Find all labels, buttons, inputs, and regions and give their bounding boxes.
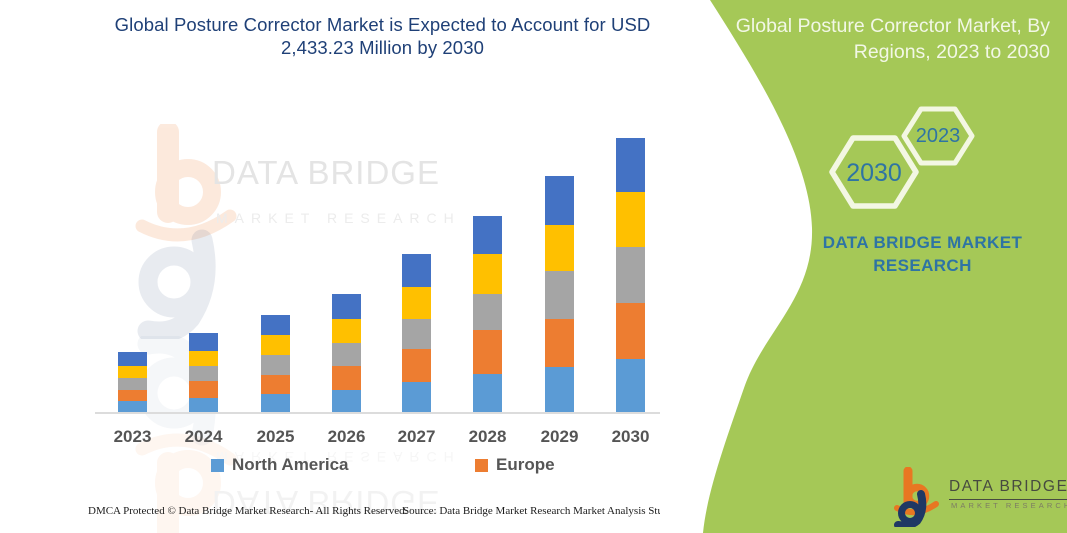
bar-segment-2028-unlabeled-gold-	[473, 253, 502, 294]
legend-label: North America	[232, 455, 349, 474]
brand-line1: DATA BRIDGE MARKET	[822, 233, 1023, 252]
bar-segment-2029-unlabeled-dark-blue-	[545, 176, 574, 225]
logo-name-text: DATA BRIDGE	[949, 478, 1067, 500]
data-bridge-logo-mark-icon	[894, 467, 939, 527]
bar-segment-2026-unlabeled-dark-blue-	[332, 294, 361, 319]
bar-2025	[261, 315, 290, 413]
bar-segment-2025-unlabeled-gray-	[261, 355, 290, 375]
bar-segment-2027-unlabeled-gold-	[402, 286, 431, 319]
bar-segment-2027-europe	[402, 348, 431, 382]
bar-2026	[332, 294, 361, 413]
bar-segment-2029-north-america	[545, 366, 574, 413]
bar-segment-2024-unlabeled-gold-	[189, 350, 218, 366]
x-label-2029: 2029	[540, 427, 579, 446]
chart-legend: North America Europe	[0, 455, 680, 479]
bar-segment-2023-unlabeled-gray-	[118, 378, 147, 390]
x-label-2023: 2023	[113, 427, 152, 446]
x-label-2025: 2025	[256, 427, 295, 446]
bar-segment-2028-unlabeled-gray-	[473, 293, 502, 331]
bar-2028	[473, 216, 502, 413]
logo-sub-text: MARKET RESEARCH	[951, 501, 1067, 510]
watermark: DATA BRIDGE MARKET RESEARCH	[130, 124, 454, 339]
watermark-subtext: MARKET RESEARCH	[216, 210, 461, 226]
legend-item-north-america: North America	[211, 455, 349, 475]
legend-swatch-europe-icon	[475, 459, 488, 472]
bar-segment-2024-unlabeled-gray-	[189, 365, 218, 381]
bar-segment-2023-north-america	[118, 400, 147, 413]
chart-title-line1: Global Posture Corrector Market is Expec…	[114, 14, 651, 35]
bar-segment-2030-europe	[616, 302, 645, 359]
bar-segment-2023-unlabeled-dark-blue-	[118, 352, 147, 366]
bar-segment-2028-europe	[473, 330, 502, 375]
x-axis-line	[95, 412, 677, 414]
bar-segment-2029-unlabeled-gray-	[545, 270, 574, 319]
bar-2023	[118, 352, 147, 413]
footer-source-text: Source: Data Bridge Market Research Mark…	[403, 505, 699, 517]
x-label-2028: 2028	[468, 427, 507, 446]
bar-segment-2030-unlabeled-gold-	[616, 191, 645, 247]
bar-segment-2026-north-america	[332, 390, 361, 413]
legend-swatch-north-america-icon	[211, 459, 224, 472]
legend-item-europe: Europe	[475, 455, 555, 475]
footer-dmca-text: DMCA Protected © Data Bridge Market Rese…	[88, 505, 408, 517]
bar-segment-2030-unlabeled-dark-blue-	[616, 137, 645, 192]
side-panel-brand-text: DATA BRIDGE MARKET RESEARCH	[805, 231, 1040, 277]
bar-segment-2029-europe	[545, 318, 574, 367]
bar-segment-2026-unlabeled-gold-	[332, 318, 361, 343]
bar-segment-2028-unlabeled-dark-blue-	[473, 216, 502, 254]
bar-segment-2025-unlabeled-gold-	[261, 334, 290, 356]
hexagon-2023-outline-icon	[901, 106, 975, 166]
bar-segment-2027-unlabeled-dark-blue-	[402, 254, 431, 287]
bar-2024	[189, 333, 218, 413]
bar-segment-2029-unlabeled-gold-	[545, 224, 574, 271]
bar-segment-2026-europe	[332, 365, 361, 391]
bar-segment-2024-unlabeled-dark-blue-	[189, 333, 218, 351]
side-panel-title: Global Posture Corrector Market, By Regi…	[735, 15, 1050, 63]
bar-2029	[545, 176, 574, 413]
bar-segment-2025-unlabeled-dark-blue-	[261, 315, 290, 335]
data-bridge-logo-watermark-icon	[135, 124, 237, 339]
bar-segment-2028-north-america	[473, 374, 502, 413]
hexagon-2030-label: 2030	[846, 159, 902, 187]
bar-segment-2024-north-america	[189, 397, 218, 413]
bar-segment-2023-unlabeled-gold-	[118, 365, 147, 379]
bar-segment-2030-unlabeled-gray-	[616, 246, 645, 303]
x-label-2030: 2030	[611, 427, 650, 446]
bar-2027	[402, 254, 431, 413]
side-panel-background	[660, 0, 1067, 533]
bar-segment-2027-unlabeled-gray-	[402, 318, 431, 349]
watermark-text: DATA BRIDGE	[212, 154, 440, 191]
x-label-2026: 2026	[327, 427, 366, 446]
data-bridge-logo: DATA BRIDGE MARKET RESEARCH	[891, 467, 1067, 527]
chart-title-line2: 2,433.23 Million by 2030	[281, 37, 484, 58]
x-label-2024: 2024	[184, 427, 223, 446]
chart-title: Global Posture Corrector Market is Expec…	[105, 13, 660, 59]
x-label-2027: 2027	[397, 427, 436, 446]
bar-segment-2024-europe	[189, 380, 218, 398]
bar-segment-2027-north-america	[402, 381, 431, 413]
bar-segment-2023-europe	[118, 389, 147, 401]
bar-segment-2030-north-america	[616, 358, 645, 413]
bar-segment-2025-europe	[261, 374, 290, 395]
hexagons-graphic	[829, 106, 975, 209]
bar-2030	[616, 137, 645, 413]
bar-segment-2026-unlabeled-gray-	[332, 342, 361, 366]
hexagon-2023-label: 2023	[915, 125, 961, 147]
hexagon-2030-outline-icon	[829, 135, 919, 209]
brand-line2: RESEARCH	[873, 256, 972, 275]
legend-label: Europe	[496, 455, 555, 474]
bar-segment-2025-north-america	[261, 394, 290, 413]
